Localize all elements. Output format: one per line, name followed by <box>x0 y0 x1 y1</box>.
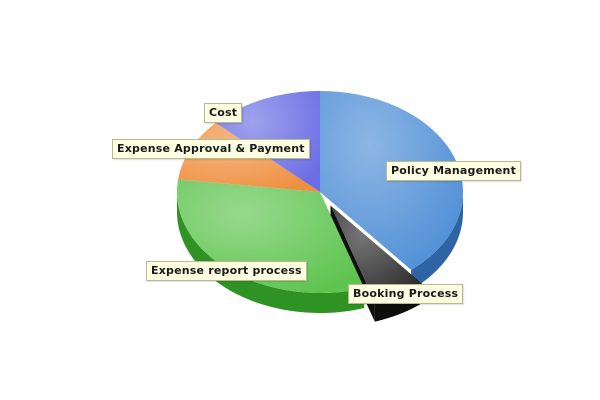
label-cost: Cost <box>204 103 243 123</box>
slice-side-policy-management <box>411 192 463 290</box>
label-expense-report-process: Expense report process <box>146 261 307 281</box>
slice-booking-process[interactable] <box>330 205 422 302</box>
label-booking-process: Booking Process <box>348 284 464 304</box>
label-expense-approval-payment: Expense Approval & Payment <box>112 139 310 159</box>
slice-side-expense-report-process <box>177 192 365 313</box>
label-policy-management: Policy Management <box>386 161 522 181</box>
